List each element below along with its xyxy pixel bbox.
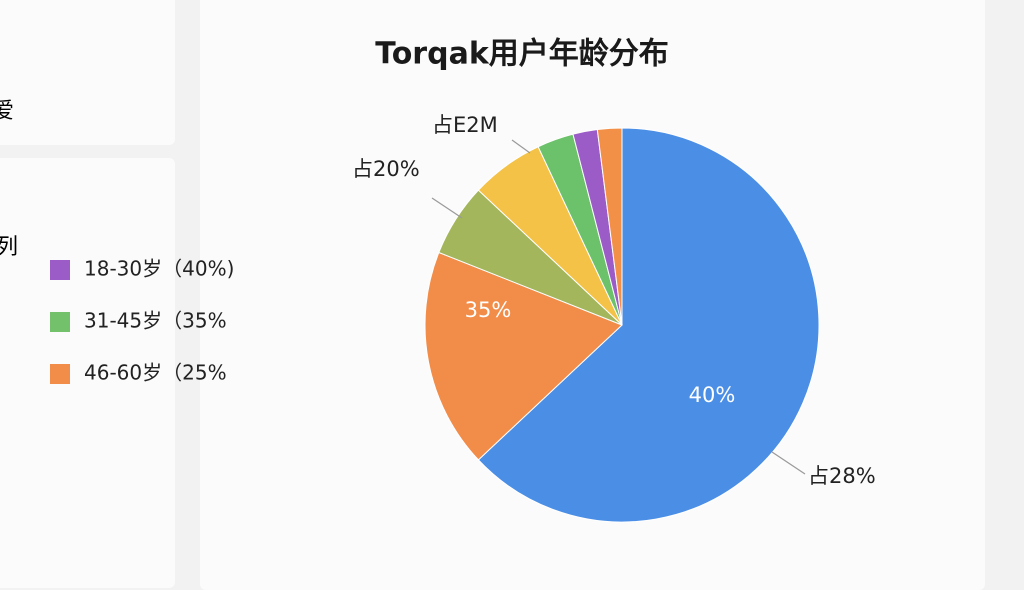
chart-title: Torqak用户年龄分布 bbox=[375, 37, 669, 72]
legend-label: 46-60岁（25% bbox=[84, 361, 227, 385]
sidebar-card bbox=[0, 158, 175, 588]
pie-slice bbox=[424, 251, 623, 461]
pie-slice bbox=[596, 127, 623, 326]
pie bbox=[424, 127, 820, 523]
legend-swatch bbox=[50, 260, 70, 280]
sidebar-text: 爱 bbox=[0, 99, 14, 124]
legend-swatch bbox=[50, 312, 70, 332]
legend-label: 18-30岁（40%) bbox=[84, 257, 234, 281]
leader-line bbox=[431, 197, 463, 219]
leader-lines bbox=[431, 139, 806, 475]
sidebar-section: 列 bbox=[0, 235, 18, 260]
slice-annotation: 占E2M bbox=[432, 113, 498, 137]
slice-annotation: 40% bbox=[689, 383, 736, 407]
leader-line bbox=[771, 451, 806, 475]
screen: 爱 列 18-30岁（40%) 31-45岁（35% 46-60岁（25% Torq… bbox=[0, 37, 876, 523]
page: {"sidebar": {"top_text": "爱", "section_t… bbox=[0, 0, 876, 523]
slice-annotation: 35% bbox=[465, 298, 512, 322]
slice-annotation: 占28% bbox=[808, 464, 876, 488]
legend-label: 31-45岁（35% bbox=[84, 309, 227, 333]
pie-slice bbox=[477, 127, 820, 523]
leader-line bbox=[511, 139, 531, 154]
slice-annotation: 占20% bbox=[352, 157, 420, 181]
legend-swatch bbox=[50, 364, 70, 384]
sidebar-top-card bbox=[0, 0, 175, 145]
legend: 18-30岁（40%) 31-45岁（35% 46-60岁（25% bbox=[50, 257, 234, 385]
